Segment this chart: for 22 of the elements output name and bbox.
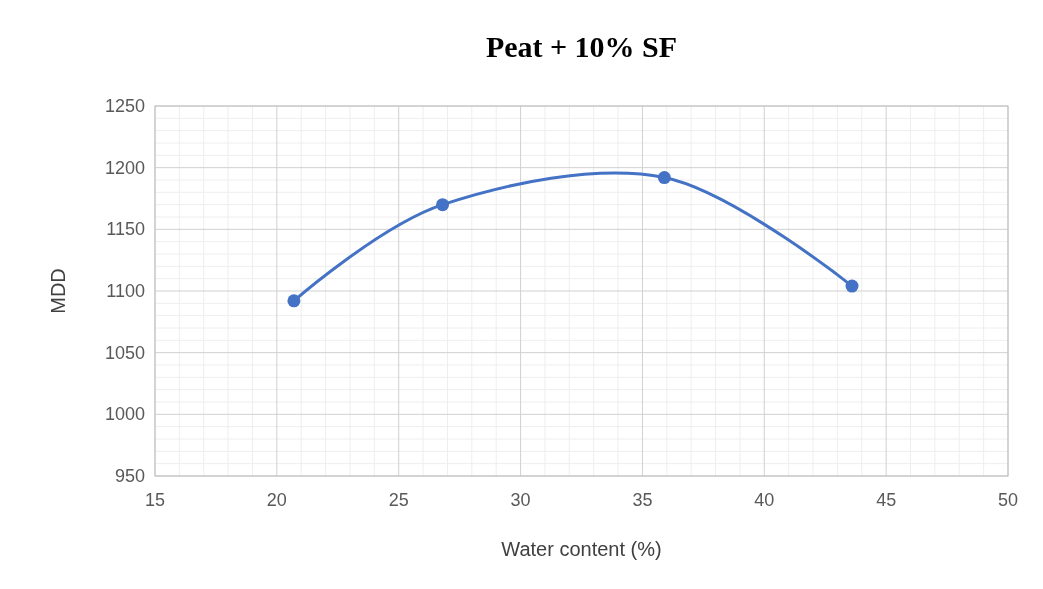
x-tick-label: 35	[632, 490, 653, 510]
x-tick-label: 25	[388, 490, 409, 510]
point	[845, 279, 859, 293]
x-tick-label: 30	[510, 490, 531, 510]
x-axis-title: Water content (%)	[501, 538, 662, 560]
point	[436, 198, 450, 212]
y-axis-title: MDD	[47, 268, 69, 314]
y-tick-label: 1000	[104, 404, 145, 425]
x-tick-label: 50	[997, 490, 1019, 510]
x-tick-label: 45	[876, 490, 897, 510]
y-tick-label: 1150	[106, 219, 145, 240]
y-tick-label: 1100	[106, 281, 145, 301]
x-tick-label: 15	[144, 490, 166, 510]
y-tick-label: 1250	[104, 96, 145, 116]
y-tick-label: 1200	[104, 157, 145, 178]
y-tick-label: 950	[114, 466, 145, 486]
x-tick-label: 20	[266, 490, 287, 510]
point	[287, 294, 301, 308]
point	[657, 171, 671, 185]
x-tick-label: 40	[754, 490, 775, 510]
y-tick-label: 1050	[104, 342, 145, 363]
chart-title: Peat + 10% SF	[485, 30, 678, 63]
